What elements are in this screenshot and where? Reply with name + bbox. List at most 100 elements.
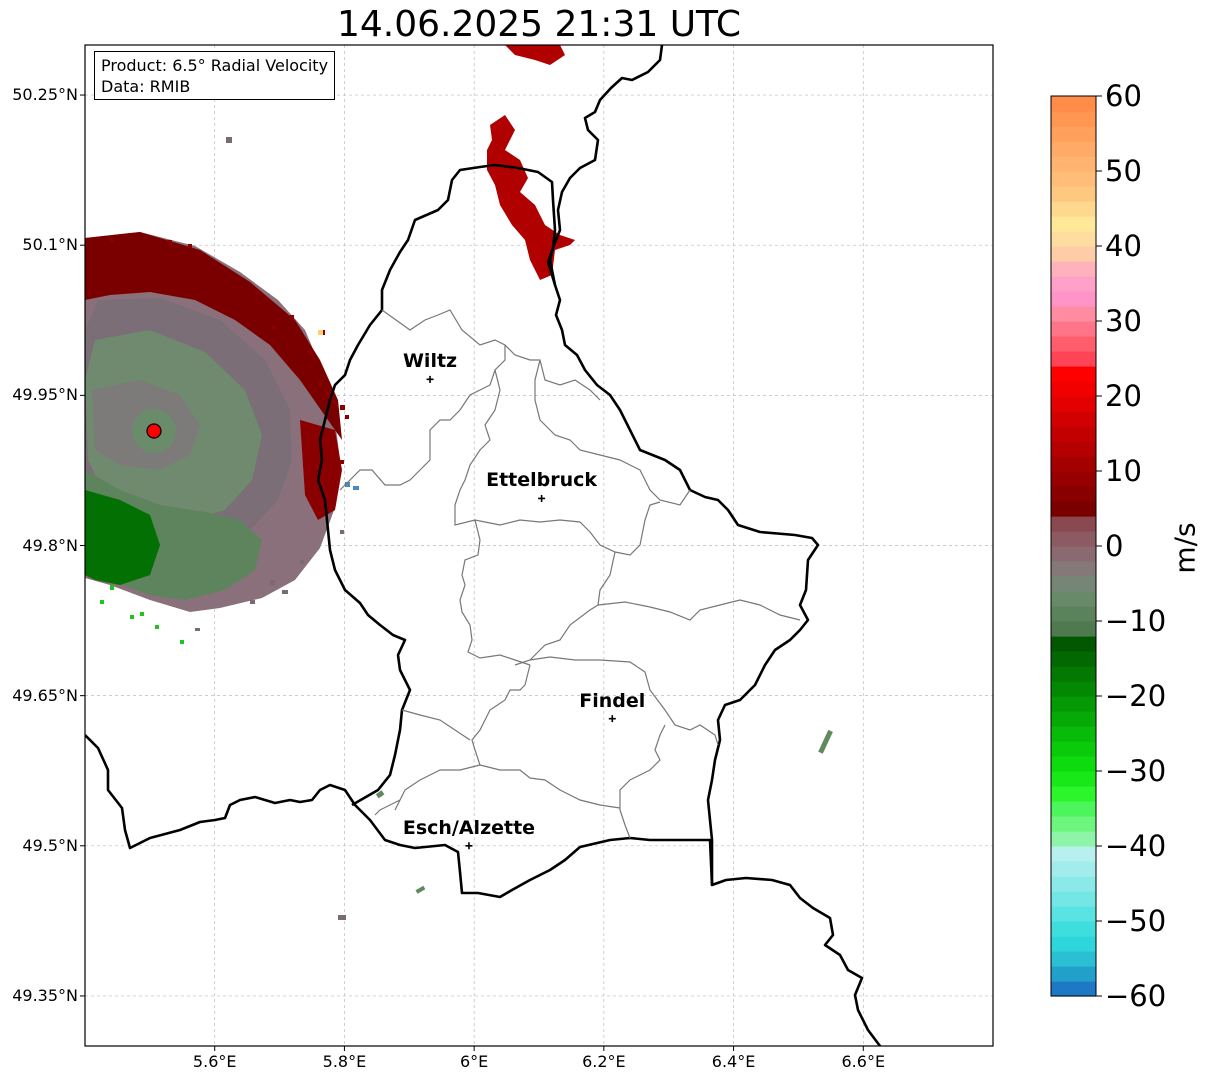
lat-tick-label: 49.5°N [22,835,78,855]
colorbar-tick-label: 0 [1105,529,1124,563]
colorbar-segment [1051,846,1096,862]
colorbar-segment [1051,516,1096,532]
colorbar-segment [1051,816,1096,832]
city-label: Esch/Alzette [402,816,536,839]
colorbar-segment [1051,861,1096,877]
colorbar-segment [1051,891,1096,907]
colorbar-segment [1051,621,1096,637]
colorbar-segment [1051,201,1096,217]
colorbar-segment [1051,396,1096,412]
radar-echo-speckle-grey [195,137,346,920]
city-label: Wiltz [402,350,458,373]
colorbar-tick-label: 20 [1105,379,1142,413]
lon-tick-label: 6°E [459,1052,489,1071]
colorbar-segment [1051,876,1096,892]
colorbar-tick-label: −20 [1105,679,1167,713]
colorbar-segment [1051,291,1096,307]
colorbar-segment [1051,711,1096,727]
map-axis-ticks [80,94,864,1051]
lon-tick-label: 5.6°E [192,1052,237,1071]
colorbar-segment [1051,741,1096,757]
city-marker [465,842,473,850]
colorbar-segment [1051,456,1096,472]
colorbar-segment [1051,636,1096,652]
colorbar-tick-label: 10 [1105,454,1142,488]
colorbar-segment [1051,576,1096,592]
map-title: 14.06.2025 21:31 UTC [336,4,742,45]
colorbar-segment [1051,216,1096,232]
velocity-colorbar [1051,96,1096,997]
colorbar-segment [1051,771,1096,787]
colorbar-segment [1051,951,1096,967]
lon-tick-label: 6.2°E [582,1052,626,1071]
colorbar-segment [1051,96,1096,112]
lat-tick-label: 49.65°N [12,685,78,705]
colorbar-tick-label: −50 [1105,904,1167,938]
colorbar-segment [1051,921,1096,937]
colorbar-segment [1051,546,1096,562]
colorbar-unit-label: m/s [1168,522,1202,574]
radar-site-marker [146,423,162,439]
colorbar-segment [1051,681,1096,697]
colorbar-segment [1051,471,1096,487]
colorbar-segment [1051,966,1096,982]
city-marker [426,375,434,383]
colorbar-tick-label: 40 [1105,229,1142,263]
colorbar-segment [1051,936,1096,952]
city-label: Findel [579,689,646,712]
colorbar-segment [1051,261,1096,277]
colorbar-segment [1051,381,1096,397]
city-label: Ettelbruck [486,469,598,492]
colorbar-tick-label: 50 [1105,154,1142,188]
country-borders [85,45,882,1046]
colorbar-segment [1051,231,1096,247]
lat-tick-label: 50.1°N [22,235,78,255]
colorbar-tick-label: −30 [1105,754,1167,788]
colorbar-segment [1051,306,1096,322]
colorbar-segment [1051,246,1096,262]
district-borders [339,309,801,839]
lat-tick-label: 49.35°N [12,985,78,1005]
radar-echo-speckle-red [110,238,349,464]
colorbar-segment [1051,831,1096,847]
colorbar-segment [1051,606,1096,622]
radar-echo-speckle-green [100,585,184,644]
colorbar-segment [1051,366,1096,382]
map-plot-area [85,45,993,1046]
colorbar-segment [1051,441,1096,457]
colorbar-tick-label: −60 [1105,979,1167,1013]
city-markers [426,375,616,850]
colorbar-segment [1051,426,1096,442]
colorbar-segment [1051,696,1096,712]
colorbar-segment [1051,561,1096,577]
colorbar-tick-label: 60 [1105,79,1142,113]
colorbar-segment [1051,411,1096,427]
product-info-box: Product: 6.5° Radial Velocity Data: RMIB [94,51,336,100]
colorbar-tick-label: −10 [1105,604,1167,638]
colorbar-segment [1051,786,1096,802]
colorbar-segment [1051,666,1096,682]
colorbar-segment [1051,651,1096,667]
colorbar-segment [1051,186,1096,202]
lat-tick-label: 49.95°N [12,385,78,405]
colorbar-segment [1051,531,1096,547]
lon-tick-label: 6.6°E [841,1052,886,1071]
colorbar-segment [1051,801,1096,817]
colorbar-segment [1051,756,1096,772]
product-label: Product: 6.5° Radial Velocity [101,56,329,75]
lon-tick-label: 6.4°E [711,1052,756,1071]
colorbar-ticks [1096,95,1102,997]
radar-echo-speckle-isolated [318,330,833,894]
colorbar-segment [1051,126,1096,142]
lat-tick-label: 50.25°N [12,85,78,105]
colorbar-tick-label: 30 [1105,304,1142,338]
colorbar-segment [1051,501,1096,517]
colorbar-segment [1051,336,1096,352]
colorbar-segment [1051,156,1096,172]
colorbar-segment [1051,981,1096,997]
colorbar-segment [1051,726,1096,742]
colorbar-segment [1051,351,1096,367]
lat-tick-label: 49.8°N [22,535,78,555]
colorbar-segment [1051,171,1096,187]
